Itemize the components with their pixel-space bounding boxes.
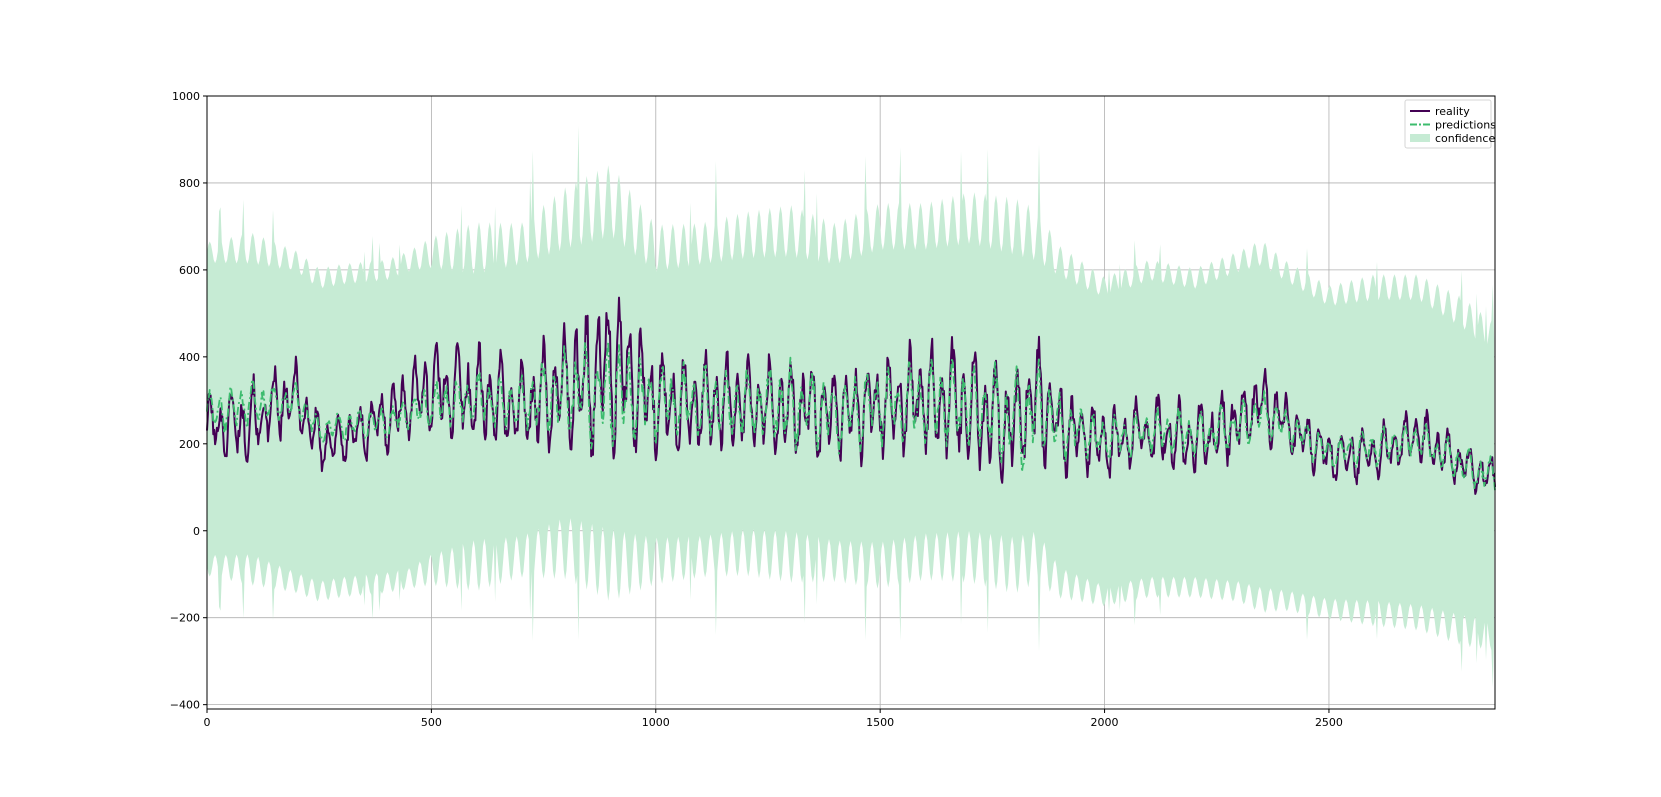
y-tick-label: 1000 xyxy=(172,90,200,103)
y-tick-label: −200 xyxy=(170,612,200,625)
legend-label-confidence: confidence xyxy=(1435,132,1495,145)
y-tick-label: 600 xyxy=(179,264,200,277)
y-tick-label: 400 xyxy=(179,351,200,364)
x-axis: 0 500 1000 1500 2000 2500 xyxy=(204,709,1343,729)
y-tick-label: −400 xyxy=(170,699,200,712)
legend-label-reality: reality xyxy=(1435,105,1470,118)
series-layer xyxy=(206,296,1496,495)
x-tick-label: 2000 xyxy=(1091,716,1119,729)
x-tick-label: 1000 xyxy=(642,716,670,729)
x-tick-label: 0 xyxy=(204,716,211,729)
y-tick-label: 200 xyxy=(179,438,200,451)
y-axis: −400 −200 0 200 400 600 800 1000 xyxy=(170,90,207,712)
y-tick-label: 0 xyxy=(193,525,200,538)
legend-swatch-confidence xyxy=(1410,134,1430,142)
confidence-area xyxy=(207,125,1495,688)
legend-label-predictions: predictions xyxy=(1435,119,1496,132)
x-tick-label: 500 xyxy=(421,716,442,729)
confidence-band xyxy=(207,125,1495,688)
x-tick-label: 2500 xyxy=(1315,716,1343,729)
series-line-predictions xyxy=(206,341,1496,492)
plot-area xyxy=(206,95,1496,710)
y-tick-label: 800 xyxy=(179,177,200,190)
axes-frame xyxy=(206,95,1496,710)
x-tick-label: 1500 xyxy=(866,716,894,729)
